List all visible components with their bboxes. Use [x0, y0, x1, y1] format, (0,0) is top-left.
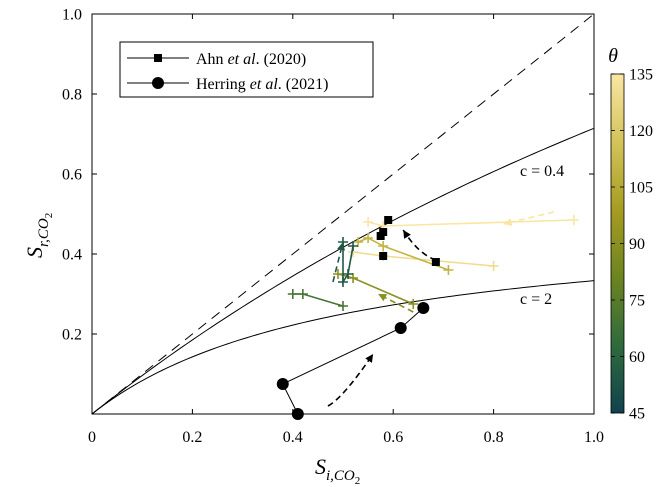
- ahn-point-marker: [287, 289, 298, 299]
- x-tick-label: 0.4: [283, 429, 303, 446]
- colorbar-tick-label: 75: [629, 293, 645, 310]
- y-tick-label: 0.2: [62, 327, 82, 344]
- legend-box: [119, 41, 374, 98]
- herring-point-marker: [276, 378, 289, 390]
- trapping-curve: [91, 280, 595, 415]
- colorbar-tick-label: 90: [629, 236, 645, 253]
- ahn-point-marker: [443, 265, 454, 275]
- legend: Ahn et al. (2020) Herring et al. (2021): [119, 41, 374, 98]
- colorbar-tick-label: 60: [629, 349, 645, 366]
- herring-series-line: [282, 307, 424, 415]
- x-tick-labels: 0 0.2 0.4 0.6 0.8 1.0: [88, 429, 604, 446]
- ahn-point-marker: [338, 277, 348, 287]
- ahn-square-marker: [379, 252, 388, 260]
- y-tick-label: 0.8: [62, 87, 82, 104]
- ahn-point-marker: [332, 269, 343, 279]
- ahn-point-marker: [568, 215, 579, 225]
- colorbar-tick-label: 135: [629, 67, 653, 84]
- x-tick-label: 0.8: [484, 429, 504, 446]
- y-tick-label: 1.0: [62, 7, 82, 24]
- ahn-point-marker: [348, 273, 359, 283]
- data-layer: [276, 211, 579, 420]
- y-tick-label: 0.6: [62, 167, 82, 184]
- y-axis-label: Sr,CO2: [22, 213, 55, 258]
- legend-label-ahn: Ahn et al. (2020): [196, 51, 306, 68]
- ahn-series-line: [357, 237, 449, 271]
- colorbar-tick-label: 120: [629, 123, 653, 140]
- ahn-point-marker: [378, 241, 389, 251]
- x-axis-label: Si,CO2: [315, 454, 360, 487]
- colorbar-tick-label: 105: [629, 180, 653, 197]
- y-tick-labels: 0.2 0.4 0.6 0.8 1.0: [62, 7, 82, 344]
- ahn-square-marker: [376, 232, 385, 240]
- colorbar: θ 45 60 75 90 105 120 135: [608, 45, 653, 423]
- x-tick-label: 0.2: [182, 429, 202, 446]
- curve-label-c2: c = 2: [520, 291, 552, 308]
- colorbar-ticks: [611, 73, 624, 414]
- x-tick-label: 0: [88, 429, 96, 446]
- ahn-point-marker: [408, 299, 419, 309]
- x-tick-label: 0.6: [383, 429, 403, 446]
- ahn-square-marker: [384, 216, 393, 224]
- ahn-point-marker: [338, 301, 348, 311]
- arrow-head: [378, 294, 388, 302]
- ahn-square-marker: [431, 258, 440, 266]
- y-tick-label: 0.4: [62, 247, 82, 264]
- ahn-point-marker: [348, 241, 359, 251]
- legend-label-herring: Herring et al. (2021): [196, 76, 328, 93]
- ahn-series-line: [342, 242, 354, 285]
- herring-point-marker: [417, 302, 430, 314]
- ahn-point-marker: [338, 237, 348, 247]
- arrow-head: [365, 354, 374, 363]
- ahn-point-marker: [343, 269, 354, 279]
- ahn-point-marker: [353, 237, 364, 247]
- ahn-point-marker: [488, 261, 499, 271]
- plot-frame: [91, 13, 595, 415]
- curve-label-c04: c = 0.4: [520, 163, 564, 180]
- diagonal-line: [91, 13, 595, 415]
- x-tick-label: 1.0: [584, 429, 604, 446]
- ahn-point-marker: [363, 217, 374, 227]
- ticks-layer: [91, 13, 595, 415]
- legend-square-marker: [154, 54, 162, 62]
- ahn-point-marker: [363, 233, 374, 243]
- herring-point-marker: [394, 322, 407, 334]
- arrow-head: [403, 230, 411, 239]
- legend-circle-marker: [152, 77, 164, 89]
- ahn-point-marker: [297, 289, 308, 299]
- arrow-line: [327, 353, 374, 407]
- colorbar-title: θ: [608, 45, 618, 67]
- colorbar-tick-label: 45: [629, 406, 645, 423]
